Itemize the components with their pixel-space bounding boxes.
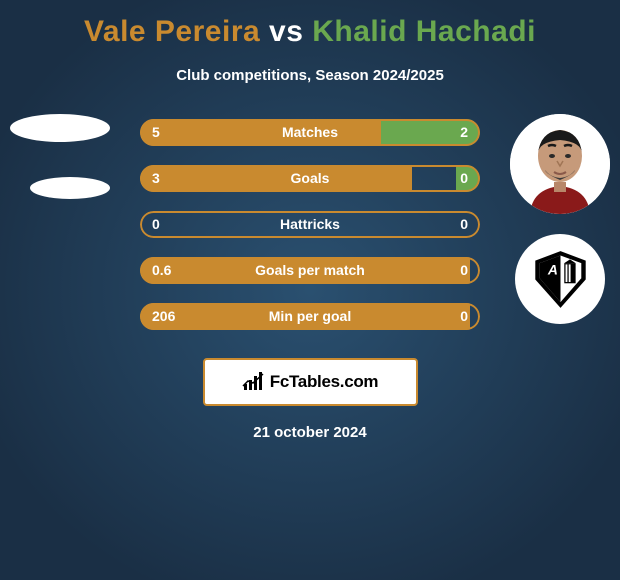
player1-club-placeholder [30,177,110,199]
stat-row: Min per goal206 0 [140,303,480,330]
stat-row: Goals3 0 [140,165,480,192]
stats-area: A Matches52Goals30Hattricks00Goals per m… [0,119,620,330]
stat-row: Goals per match0.6 0 [140,257,480,284]
stat-bars: Matches52Goals30Hattricks00Goals per mat… [140,119,480,330]
player1-avatar-placeholder [10,114,110,142]
vs-label: vs [269,15,303,48]
stat-value-right: 0 [460,257,468,284]
stat-label: Hattricks [140,211,480,238]
player2-club-badge: A [515,234,605,324]
stat-value-right: 2 [460,119,468,146]
stat-value-left: 3 [152,165,160,192]
brand-text: FcTables.com [270,372,379,392]
stat-value-left: 0 [152,211,160,238]
svg-text:A: A [546,261,557,277]
player2-avatar [510,114,610,214]
stat-value-left: 0.6 [152,257,171,284]
comparison-card: Vale Pereira vs Khalid Hachadi Club comp… [0,0,620,580]
comparison-title: Vale Pereira vs Khalid Hachadi [0,0,620,49]
stat-row: Hattricks0 0 [140,211,480,238]
stat-label: Min per goal [140,303,480,330]
player2-name: Khalid Hachadi [312,15,536,48]
stat-label: Matches [140,119,480,146]
left-avatar-column [10,114,110,199]
date-line: 21 october 2024 [0,424,620,441]
stat-value-right: 0 [460,303,468,330]
stat-value-right: 0 [460,165,468,192]
stat-label: Goals per match [140,257,480,284]
chart-icon [242,372,266,392]
brand-box: FcTables.com [203,358,418,406]
stat-row: Matches5 2 [140,119,480,146]
stat-value-left: 206 [152,303,175,330]
right-avatar-column: A [510,114,610,324]
stat-value-left: 5 [152,119,160,146]
player1-name: Vale Pereira [84,15,260,48]
stat-value-right: 0 [460,211,468,238]
stat-label: Goals [140,165,480,192]
subtitle: Club competitions, Season 2024/2025 [0,67,620,84]
